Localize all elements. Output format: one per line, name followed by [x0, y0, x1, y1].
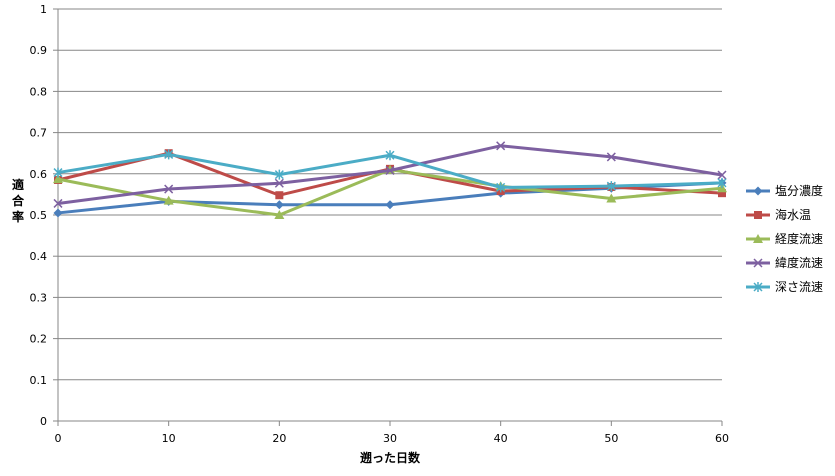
series-5 — [53, 149, 727, 193]
data-point — [164, 149, 174, 160]
y-tick-label: 0.1 — [30, 374, 48, 387]
gridlines — [58, 8, 722, 381]
legend-item: 塩分濃度 — [746, 183, 823, 198]
y-tick-label: 0.9 — [30, 44, 48, 57]
y-tick-labels: 0 0.1 0.2 0.3 0.4 0.5 0.6 0.7 0.8 0.9 1 — [30, 3, 48, 428]
data-point — [717, 170, 727, 180]
legend-marker — [753, 282, 763, 292]
legend-item: 経度流速 — [746, 231, 823, 246]
data-point — [53, 208, 63, 218]
data-point — [496, 141, 506, 151]
x-tick-label: 60 — [715, 432, 729, 445]
y-axis-title: 適合率 — [12, 177, 25, 224]
axes — [53, 8, 723, 426]
data-point — [53, 167, 63, 178]
data-point — [53, 198, 63, 208]
y-axis-title-char: 適 — [12, 177, 24, 192]
data-point — [385, 150, 395, 161]
y-axis-title-char: 合 — [12, 193, 25, 208]
data-point — [606, 181, 616, 192]
data-point — [274, 178, 284, 188]
data-point — [718, 189, 726, 198]
data-point — [274, 210, 285, 219]
legend-label: 経度流速 — [775, 231, 823, 246]
series-group — [53, 141, 727, 219]
x-tick-labels: 0 10 20 30 40 50 60 — [55, 432, 730, 445]
y-tick-label: 0.4 — [30, 250, 48, 263]
y-tick-label: 0.2 — [30, 333, 48, 346]
y-tick-label: 0.3 — [30, 291, 48, 304]
data-point — [385, 200, 395, 210]
data-point — [717, 177, 727, 188]
legend-label: 塩分濃度 — [775, 183, 823, 198]
y-tick-label: 1 — [40, 3, 47, 16]
x-tick-label: 0 — [55, 432, 62, 445]
data-point — [274, 169, 284, 180]
y-tick-label: 0.8 — [30, 85, 48, 98]
legend-label: 海水温 — [775, 207, 811, 222]
y-axis-title-char: 率 — [12, 209, 24, 224]
data-point — [163, 195, 174, 205]
legend-item: 深さ流速 — [746, 280, 823, 294]
x-tick-label: 50 — [604, 432, 618, 445]
data-point — [53, 174, 63, 184]
data-point — [385, 165, 395, 176]
legend-item: 緯度流速 — [746, 255, 823, 270]
legend-marker — [754, 211, 762, 219]
legend-label: 深さ流速 — [775, 280, 823, 294]
legend-marker — [753, 186, 763, 196]
legend-marker — [753, 234, 763, 243]
y-tick-label: 0.6 — [30, 168, 48, 181]
legend-item: 海水温 — [746, 207, 811, 222]
x-axis-title: 遡った日数 — [360, 450, 421, 465]
data-point — [164, 184, 174, 194]
x-tick-label: 40 — [494, 432, 508, 445]
data-point — [606, 152, 616, 162]
x-tick-label: 20 — [272, 432, 286, 445]
x-tick-label: 30 — [383, 432, 397, 445]
series-4 — [53, 141, 727, 208]
data-point — [274, 200, 284, 210]
y-tick-label: 0.7 — [30, 127, 48, 140]
data-point — [606, 193, 617, 203]
x-tick-label: 10 — [162, 432, 176, 445]
data-point — [496, 182, 506, 193]
y-tick-label: 0.5 — [30, 209, 48, 222]
y-tick-label: 0 — [40, 415, 47, 428]
legend-marker — [753, 258, 763, 268]
data-point — [275, 191, 284, 200]
legend-label: 緯度流速 — [775, 255, 823, 270]
